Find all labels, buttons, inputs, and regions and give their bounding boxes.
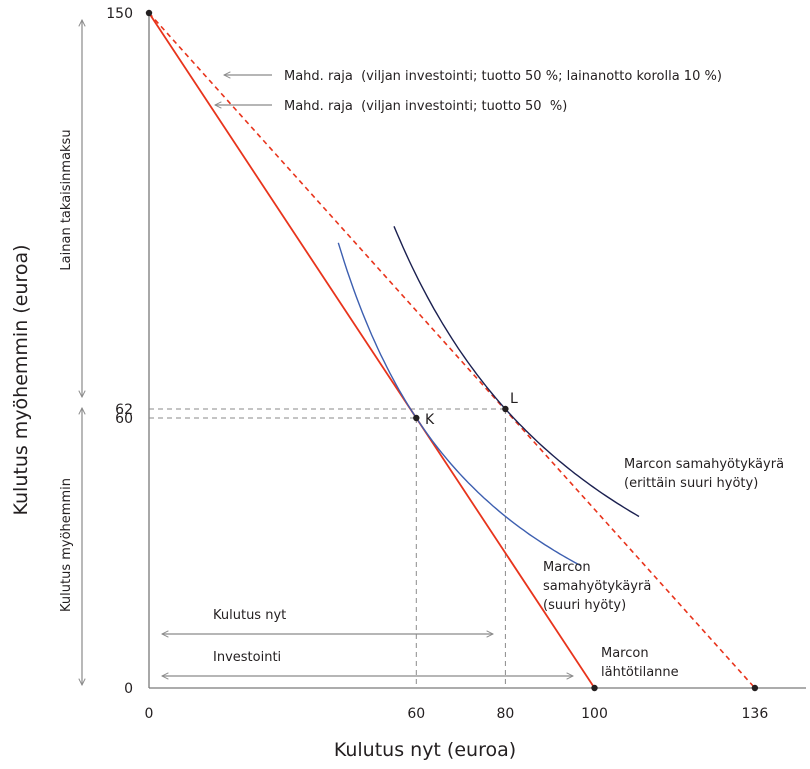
point-start [591,684,598,692]
y-tick-label: 150 [106,6,133,22]
point-l-label: L [510,391,518,407]
label-ic-very-high-line2: (erittäin suuri hyöty) [624,476,758,491]
x-axis-title: Kulutus nyt (euroa) [334,739,516,761]
label-investment: Investointi [213,650,281,665]
point-k [413,414,420,422]
y-tick-label: 60 [115,411,133,427]
x-tick-label: 60 [407,706,425,722]
guide-lines [149,408,506,688]
frontier-investment-line [148,12,596,689]
x-tick-label: 100 [581,706,608,722]
frontier-borrowing-line [148,12,756,689]
x-tick-label: 136 [742,706,769,722]
point-k-label: K [425,412,435,428]
label-loan-repayment: Lainan takaisinmaksu [59,129,74,270]
point-end136 [751,684,759,692]
y-axis-title: Kulutus myöhemmin (euroa) [10,244,32,515]
label-start-line2: lähtötilanne [601,665,679,680]
x-tick-labels: 0 60 80 100 136 [145,706,769,722]
label-ic-high-line1: Marcon [543,560,591,575]
y-tick-label: 0 [124,681,133,697]
point-l [502,405,509,413]
label-start-line1: Marcon [601,646,649,661]
label-ic-high-line3: (suuri hyöty) [543,598,626,613]
label-consume-later: Kulutus myöhemmin [59,478,74,612]
label-ic-high-line2: samahyötykäyrä [543,579,651,594]
label-consume-now: Kulutus nyt [213,608,286,623]
indifference-curve-very-high [393,226,640,518]
x-tick-label: 80 [496,706,514,722]
label-frontier-borrowing: Mahd. raja (viljan investointi; tuotto 5… [284,69,722,84]
y-tick-label: 62 [115,402,133,418]
label-ic-very-high-line1: Marcon samahyötykäyrä [624,457,784,472]
indifference-curve-high [337,242,582,567]
x-tick-label: 0 [145,706,154,722]
label-frontier-investment: Mahd. raja (viljan investointi; tuotto 5… [284,99,567,114]
point-top [145,9,153,17]
